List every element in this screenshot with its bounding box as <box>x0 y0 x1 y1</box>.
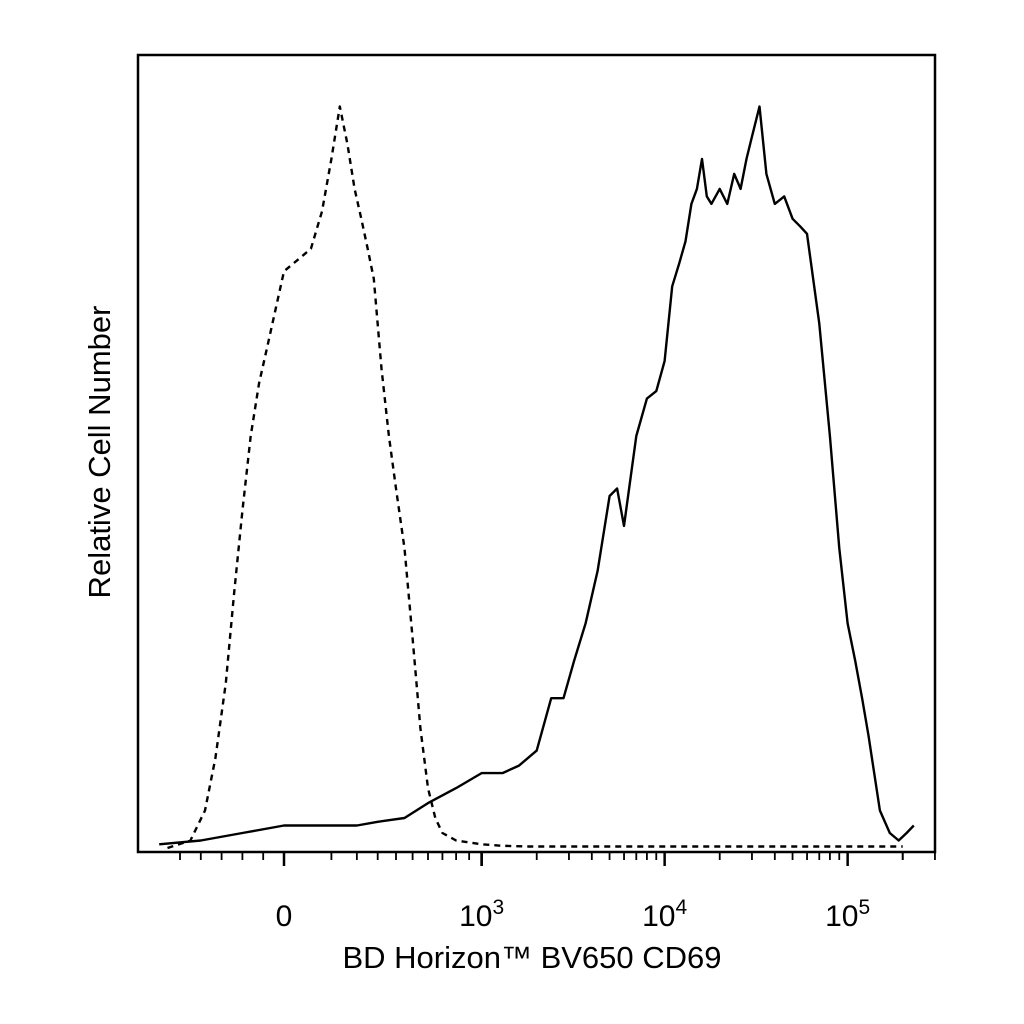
series-line-solid <box>159 105 915 846</box>
x-tick-labels: 0 103 104 105 <box>276 896 871 933</box>
x-tick-label: 103 <box>459 896 504 933</box>
x-axis-title: BD Horizon™ BV650 CD69 <box>342 940 721 975</box>
x-tick-label: 104 <box>642 896 687 933</box>
x-tick-label: 0 <box>276 900 293 933</box>
series-layer <box>159 105 915 850</box>
series-line-dashed <box>167 105 903 850</box>
x-tick-label: 105 <box>825 896 870 933</box>
plot-frame <box>136 53 937 854</box>
x-minor-ticks <box>179 852 936 866</box>
y-axis-title: Relative Cell Number <box>82 306 117 599</box>
